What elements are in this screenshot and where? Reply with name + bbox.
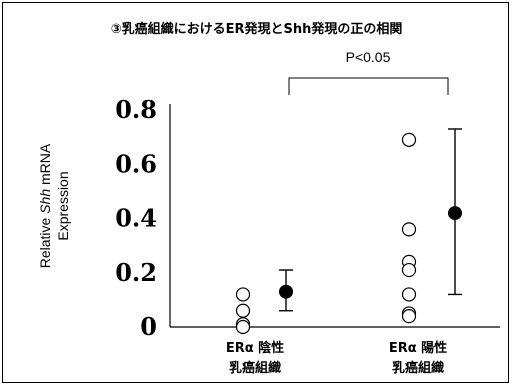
significance-label: P<0.05 — [346, 49, 391, 65]
y-tick-label: 0.4 — [115, 204, 157, 233]
data-point — [401, 222, 417, 237]
x-category-1-line1: ERα 陰性 — [226, 340, 284, 356]
data-point — [401, 262, 417, 278]
data-point — [235, 319, 251, 335]
mean-point — [279, 284, 293, 299]
chart-title: ③乳癌組織におけるER発現とShh発現の正の相関 — [110, 22, 403, 37]
y-axis-label-line2: Expression — [55, 171, 71, 240]
y-tick-label: 0.2 — [115, 258, 157, 287]
y-tick-label: 0.8 — [115, 95, 157, 124]
mean-point — [448, 206, 462, 221]
significance-bracket — [288, 77, 449, 95]
data-point — [401, 287, 417, 302]
x-category-2-line1: ERα 陽性 — [389, 340, 447, 356]
y-tick-label: 0 — [140, 312, 157, 341]
x-category-1-line2: 乳癌組織 — [229, 360, 281, 376]
data-point — [235, 287, 251, 302]
data-point — [401, 132, 417, 147]
y-tick-label: 0.6 — [115, 149, 157, 178]
x-category-2-line2: 乳癌組織 — [392, 360, 444, 376]
chart-frame — [2, 2, 509, 383]
y-axis-label-line1: Relative Shh mRNA — [37, 143, 53, 268]
data-point — [401, 309, 417, 324]
data-point — [235, 303, 251, 318]
